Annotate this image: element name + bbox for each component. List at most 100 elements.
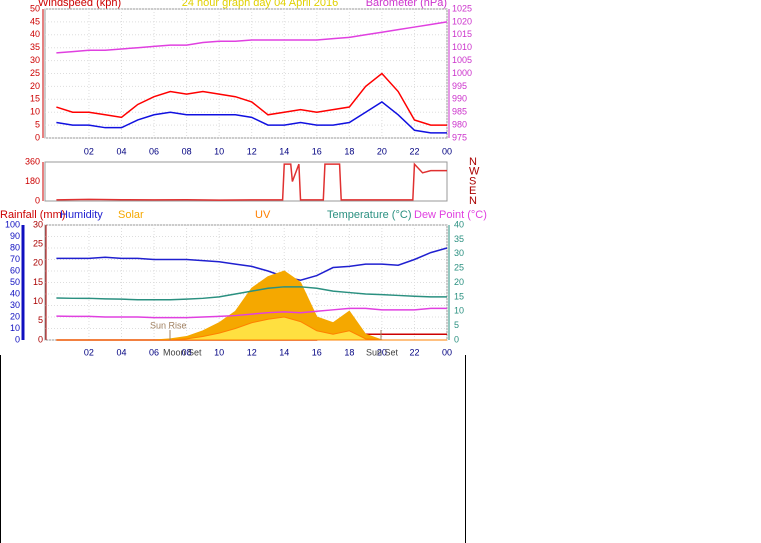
area [56, 316, 447, 341]
compass-label: N [469, 156, 477, 168]
y-tick-label: 35 [30, 42, 40, 52]
x-tick-label: 00 [442, 347, 452, 357]
y2-tick-label: 975 [452, 132, 467, 142]
barometer-label: Barometer (hPa) [366, 0, 447, 9]
line [56, 100, 447, 134]
x-tick-label: 12 [247, 146, 257, 156]
legend-label: Dew Point (°C) [414, 209, 487, 221]
x-tick-label: 20 [377, 347, 387, 357]
y2-tick-label: 35 [454, 234, 464, 244]
x-tick-label: 00 [442, 146, 452, 156]
y-tick-label: 20 [10, 311, 20, 321]
x-tick-label: 20 [377, 146, 387, 156]
y-tick-label: 60 [10, 265, 20, 275]
y-tick-label: 0 [15, 334, 20, 344]
y2-tick-label: 1000 [452, 68, 472, 78]
y-tick-label: 80 [10, 242, 20, 252]
x-tick-label: 02 [84, 146, 94, 156]
x-tick-label: 10 [214, 146, 224, 156]
y-tick-label: 0 [35, 132, 40, 142]
x-tick-label: 14 [279, 146, 289, 156]
y2-tick-label: 40 [454, 219, 464, 229]
line [56, 286, 447, 301]
y-tick-label: 10 [30, 107, 40, 117]
windspeed-label: Windspeed (kph) [38, 0, 121, 9]
y2-tick-label: 995 [452, 81, 467, 91]
chart-title: 24 hour graph day 04 April 2016 [182, 0, 339, 9]
line [56, 307, 447, 319]
y2-tick-label: 15 [454, 291, 464, 301]
x-tick-label: 02 [84, 347, 94, 357]
legend-label: Rainfall (mm) [0, 209, 65, 221]
y-tick-label: 50 [30, 3, 40, 13]
x-tick-label: 08 [182, 347, 192, 357]
line [56, 247, 448, 281]
y3-tick-label: 15 [33, 277, 43, 287]
y-tick-label: 15 [30, 94, 40, 104]
y-tick-label: 70 [10, 254, 20, 264]
line [56, 21, 448, 54]
y3-tick-label: 5 [38, 315, 43, 325]
y2-tick-label: 990 [452, 94, 467, 104]
legend-label: UV [255, 209, 271, 221]
y-tick-label: 40 [10, 288, 20, 298]
y-tick-label: 0 [35, 195, 40, 205]
compass-label: E [469, 185, 476, 197]
x-tick-label: 06 [149, 146, 159, 156]
line [56, 162, 447, 201]
y2-tick-label: 0 [454, 334, 459, 344]
x-tick-label: 14 [279, 347, 289, 357]
legend-label: Temperature (°C) [327, 209, 411, 221]
y3-tick-label: 30 [33, 219, 43, 229]
y-tick-label: 180 [25, 176, 40, 186]
y2-tick-label: 1015 [452, 29, 472, 39]
line [56, 72, 447, 126]
y2-tick-label: 5 [454, 320, 459, 330]
y2-tick-label: 980 [452, 119, 467, 129]
y3-tick-label: 0 [38, 334, 43, 344]
y2-tick-label: 1010 [452, 42, 472, 52]
x-tick-label: 08 [182, 146, 192, 156]
x-tick-label: 16 [312, 347, 322, 357]
compass-label: N [469, 195, 477, 207]
y-tick-label: 20 [30, 81, 40, 91]
y-tick-label: 5 [35, 119, 40, 129]
y2-tick-label: 20 [454, 277, 464, 287]
y2-tick-label: 1020 [452, 16, 472, 26]
annotation: Sun Rise [150, 320, 187, 330]
y2-tick-label: 30 [454, 248, 464, 258]
x-tick-label: 10 [214, 347, 224, 357]
y3-tick-label: 25 [33, 239, 43, 249]
x-tick-label: 22 [409, 146, 419, 156]
x-tick-label: 04 [116, 347, 126, 357]
y2-tick-label: 985 [452, 107, 467, 117]
y3-tick-label: 20 [33, 258, 43, 268]
y2-tick-label: 10 [454, 306, 464, 316]
annotation: Moon Set [163, 347, 202, 357]
x-tick-label: 18 [344, 146, 354, 156]
legend-label: Humidity [60, 209, 103, 221]
y-tick-label: 30 [10, 300, 20, 310]
y-tick-label: 100 [5, 219, 20, 229]
y2-tick-label: 1025 [452, 3, 472, 13]
y-tick-label: 45 [30, 16, 40, 26]
y2-tick-label: 25 [454, 263, 464, 273]
y-tick-label: 10 [10, 323, 20, 333]
x-tick-label: 18 [344, 347, 354, 357]
x-tick-label: 22 [409, 347, 419, 357]
compass-label: S [469, 175, 476, 187]
x-tick-label: 16 [312, 146, 322, 156]
y-tick-label: 40 [30, 29, 40, 39]
compass-label: W [469, 166, 480, 178]
x-tick-label: 06 [149, 347, 159, 357]
y2-tick-label: 1005 [452, 55, 472, 65]
y-tick-label: 25 [30, 68, 40, 78]
y-tick-label: 360 [25, 156, 40, 166]
y-tick-label: 90 [10, 231, 20, 241]
annotation: Sun Set [366, 347, 399, 357]
x-tick-label: 04 [116, 146, 126, 156]
legend-label: Solar [118, 209, 144, 221]
y-tick-label: 30 [30, 55, 40, 65]
y3-tick-label: 10 [33, 296, 43, 306]
